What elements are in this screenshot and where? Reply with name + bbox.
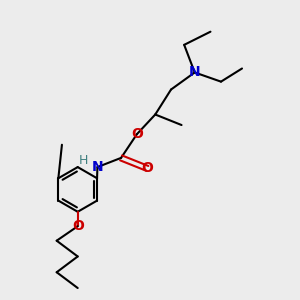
Text: N: N bbox=[92, 160, 103, 174]
Text: O: O bbox=[141, 161, 153, 176]
Text: N: N bbox=[189, 65, 200, 80]
Text: H: H bbox=[78, 154, 88, 167]
Text: O: O bbox=[131, 127, 143, 141]
Text: O: O bbox=[72, 219, 84, 233]
